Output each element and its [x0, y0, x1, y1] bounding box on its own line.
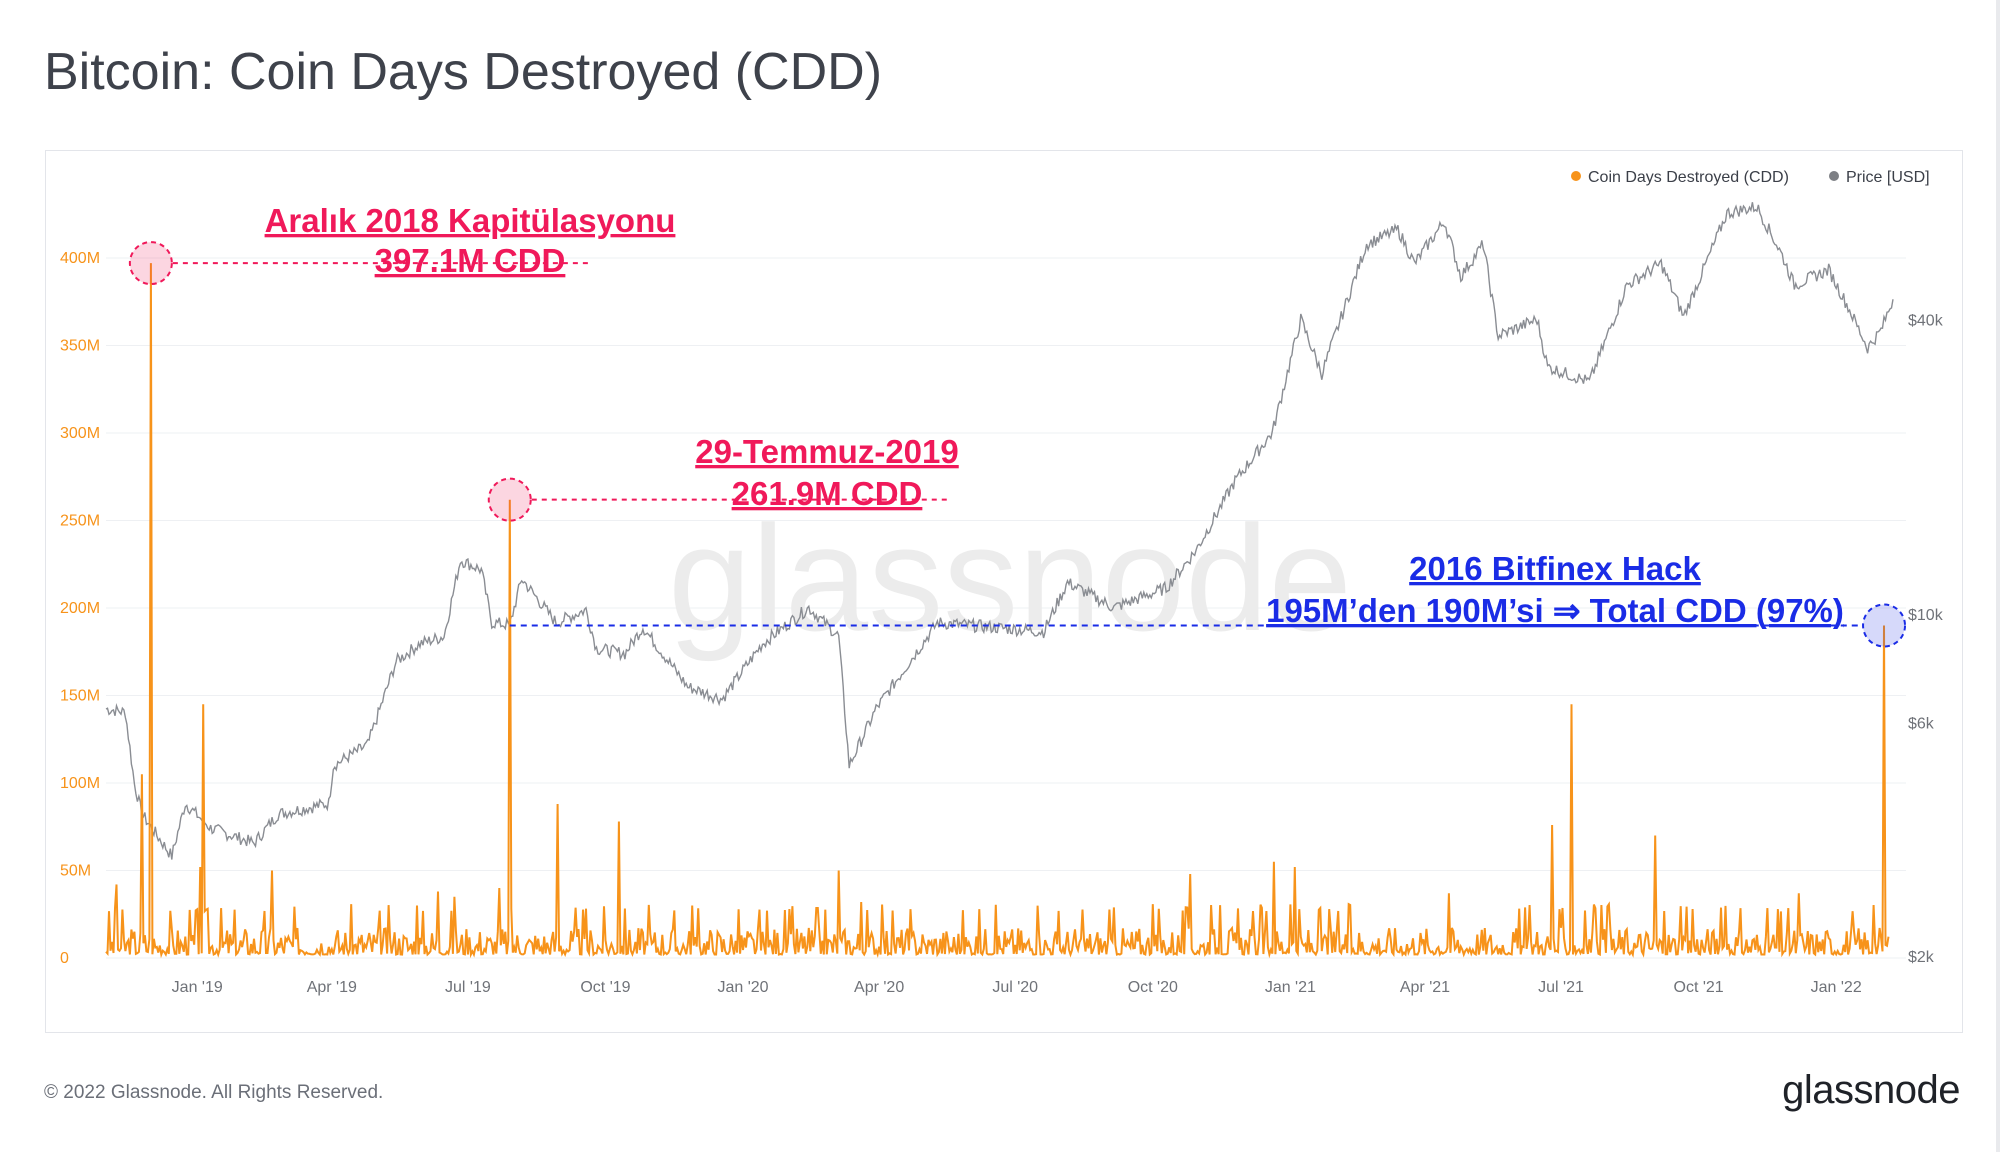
annotation-label: 29-Temmuz-2019	[695, 433, 959, 470]
x-tick-label: Oct '19	[580, 979, 630, 996]
legend-dot-price	[1829, 171, 1839, 181]
cdd-line	[105, 263, 1890, 959]
y-left-tick-label: 300M	[60, 425, 100, 442]
y-left-tick-label: 50M	[60, 863, 91, 880]
x-tick-label: Jul '20	[992, 979, 1038, 996]
y-right-tick-label: $10k	[1908, 607, 1944, 624]
x-tick-label: Jul '19	[445, 979, 491, 996]
annotation-label: 2016 Bitfinex Hack	[1409, 550, 1701, 587]
page-edge-divider	[1996, 0, 2000, 1152]
annotation-label: 261.9M CDD	[732, 475, 923, 512]
y-left-tick-label: 0	[60, 950, 69, 967]
y-left-tick-label: 100M	[60, 775, 100, 792]
x-tick-label: Apr '20	[854, 979, 904, 996]
annotation-label: Aralık 2018 Kapitülasyonu	[265, 202, 676, 239]
y-left-tick-label: 150M	[60, 688, 100, 705]
legend-label-price: Price [USD]	[1846, 169, 1930, 186]
glassnode-logo[interactable]: glassnode	[1782, 1068, 1960, 1112]
price-layer	[105, 202, 1894, 860]
grid	[106, 257, 1906, 959]
annotation-marker	[128, 241, 173, 286]
legend: Coin Days Destroyed (CDD) Price [USD]	[1571, 169, 1930, 186]
x-tick-label: Jan '21	[1265, 979, 1316, 996]
copyright-footer: © 2022 Glassnode. All Rights Reserved.	[44, 1082, 384, 1103]
chart-frame	[45, 150, 1963, 1033]
x-tick-label: Apr '21	[1400, 979, 1450, 996]
annotation-label: 195M’den 190M’si ⇒ Total CDD (97%)	[1266, 592, 1844, 629]
y-right-tick-label: $6k	[1908, 716, 1935, 733]
x-tick-label: Apr '19	[307, 979, 357, 996]
cdd-layer	[105, 263, 1890, 959]
x-tick-label: Oct '21	[1674, 979, 1724, 996]
page-title: Bitcoin: Coin Days Destroyed (CDD)	[44, 43, 883, 101]
price-line	[105, 202, 1894, 860]
y-right-tick-label: $2k	[1908, 949, 1935, 966]
x-tick-label: Jul '21	[1538, 979, 1584, 996]
annotation-marker	[487, 477, 532, 522]
x-tick-label: Jan '22	[1811, 979, 1862, 996]
y-left-tick-label: 400M	[60, 250, 100, 267]
annotation-label: 397.1M CDD	[375, 242, 566, 279]
axes: 0 50M 100M 150M 200M 250M 300M 350M 400M $2k $6k $1…	[60, 250, 1944, 996]
watermark: glassnode	[668, 494, 1352, 662]
x-tick-label: Jan '20	[717, 979, 768, 996]
x-tick-label: Oct '20	[1128, 979, 1178, 996]
y-right-tick-label: $40k	[1908, 312, 1944, 329]
annotation-marker	[1862, 603, 1907, 648]
legend-dot-cdd	[1571, 171, 1581, 181]
legend-label-cdd: Coin Days Destroyed (CDD)	[1588, 169, 1789, 186]
y-left-tick-label: 350M	[60, 338, 100, 355]
y-left-tick-label: 250M	[60, 513, 100, 530]
y-left-tick-label: 200M	[60, 600, 100, 617]
x-tick-label: Jan '19	[172, 979, 223, 996]
